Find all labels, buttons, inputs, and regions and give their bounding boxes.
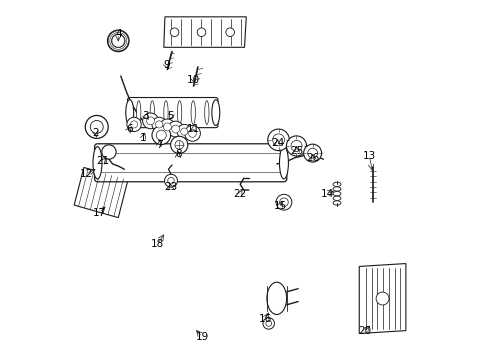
Text: 3: 3 <box>142 111 149 121</box>
Circle shape <box>184 126 200 141</box>
Circle shape <box>267 129 289 150</box>
Text: 18: 18 <box>151 239 164 249</box>
Ellipse shape <box>332 201 340 205</box>
Circle shape <box>279 198 287 207</box>
Text: 19: 19 <box>195 332 208 342</box>
Text: 4: 4 <box>115 29 122 39</box>
Ellipse shape <box>93 147 102 179</box>
Circle shape <box>102 145 116 159</box>
Circle shape <box>286 136 306 156</box>
Text: 15: 15 <box>273 201 286 211</box>
Circle shape <box>126 117 141 132</box>
Ellipse shape <box>279 147 288 179</box>
Text: 24: 24 <box>270 139 284 148</box>
Circle shape <box>142 113 158 129</box>
Circle shape <box>146 117 154 125</box>
Circle shape <box>188 130 196 137</box>
Ellipse shape <box>211 100 219 126</box>
Circle shape <box>175 140 183 149</box>
Ellipse shape <box>163 101 168 125</box>
Circle shape <box>112 35 124 47</box>
Circle shape <box>265 320 271 326</box>
Text: 10: 10 <box>186 75 200 85</box>
Text: 9: 9 <box>163 59 169 69</box>
Ellipse shape <box>136 101 141 125</box>
Circle shape <box>155 121 163 128</box>
Ellipse shape <box>332 192 340 196</box>
Circle shape <box>272 134 284 146</box>
Circle shape <box>159 119 175 135</box>
Circle shape <box>180 128 187 135</box>
Text: 14: 14 <box>320 189 333 199</box>
Circle shape <box>90 121 103 134</box>
Circle shape <box>197 28 205 37</box>
Text: 25: 25 <box>289 145 303 156</box>
Circle shape <box>163 123 171 131</box>
Ellipse shape <box>332 187 340 191</box>
Circle shape <box>170 28 179 37</box>
Ellipse shape <box>332 196 340 201</box>
Circle shape <box>164 174 177 187</box>
Text: 1: 1 <box>140 133 146 143</box>
Text: 2: 2 <box>92 128 99 138</box>
Ellipse shape <box>150 101 154 125</box>
Ellipse shape <box>332 182 340 186</box>
Ellipse shape <box>177 101 182 125</box>
Circle shape <box>130 121 137 128</box>
FancyBboxPatch shape <box>94 144 286 182</box>
Polygon shape <box>74 167 128 218</box>
Ellipse shape <box>125 100 133 126</box>
Circle shape <box>375 292 388 305</box>
Polygon shape <box>163 17 246 47</box>
Text: 11: 11 <box>186 124 200 134</box>
Circle shape <box>156 130 166 140</box>
Ellipse shape <box>204 101 208 125</box>
Text: 17: 17 <box>92 208 106 218</box>
Ellipse shape <box>266 282 286 315</box>
Circle shape <box>307 148 317 158</box>
Text: 7: 7 <box>156 140 162 150</box>
Circle shape <box>303 144 321 162</box>
Text: 6: 6 <box>126 124 133 134</box>
Circle shape <box>167 177 174 184</box>
Polygon shape <box>359 264 405 333</box>
Text: 23: 23 <box>164 182 177 192</box>
Circle shape <box>152 126 170 144</box>
Text: 26: 26 <box>306 153 319 163</box>
Circle shape <box>170 136 187 153</box>
Circle shape <box>177 125 191 139</box>
Circle shape <box>290 140 302 152</box>
Text: 22: 22 <box>233 189 246 199</box>
Text: 20: 20 <box>357 326 370 336</box>
Circle shape <box>167 121 183 137</box>
Text: 8: 8 <box>175 149 181 159</box>
Circle shape <box>225 28 234 37</box>
Text: 12: 12 <box>79 168 92 179</box>
Text: 5: 5 <box>167 111 174 121</box>
Circle shape <box>85 116 108 138</box>
Text: 16: 16 <box>258 314 271 324</box>
Circle shape <box>152 117 166 132</box>
FancyBboxPatch shape <box>127 98 218 128</box>
Circle shape <box>263 318 274 329</box>
Circle shape <box>171 125 179 133</box>
Circle shape <box>107 30 129 51</box>
Text: 21: 21 <box>96 156 109 166</box>
Ellipse shape <box>191 101 195 125</box>
Text: 13: 13 <box>362 150 375 161</box>
Circle shape <box>276 194 291 210</box>
